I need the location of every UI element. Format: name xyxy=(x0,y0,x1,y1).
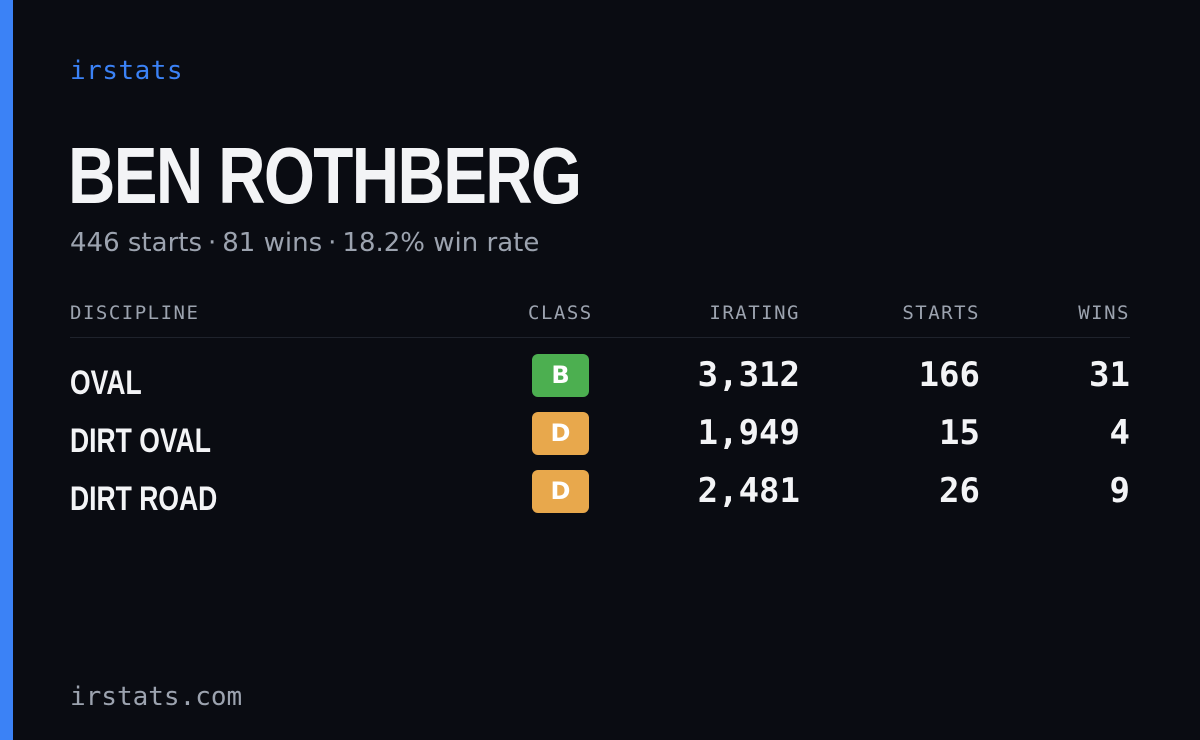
wins-value: 31 xyxy=(1089,355,1130,395)
discipline-name: DIRT ROAD xyxy=(70,480,218,518)
discipline-name: OVAL xyxy=(70,364,142,402)
summary-separator: · xyxy=(328,228,337,258)
starts-value: 26 xyxy=(939,471,980,511)
table-header: DISCIPLINE CLASS IRATING STARTS WINS xyxy=(70,298,1130,338)
brand-logo[interactable]: irstats xyxy=(70,56,184,86)
header-wins: WINS xyxy=(1078,302,1130,324)
header-irating: IRATING xyxy=(709,302,800,324)
accent-bar xyxy=(0,0,13,740)
header-starts: STARTS xyxy=(902,302,980,324)
discipline-name: DIRT OVAL xyxy=(70,422,211,460)
header-discipline: DISCIPLINE xyxy=(70,302,200,324)
wins-value: 9 xyxy=(1109,471,1130,511)
starts-value: 166 xyxy=(918,355,980,395)
class-badge: D xyxy=(532,412,589,455)
table-row: DIRT OVAL D 1,949 15 4 xyxy=(70,412,1130,470)
summary-separator: · xyxy=(208,228,217,258)
class-badge: B xyxy=(532,354,589,397)
footer-url[interactable]: irstats.com xyxy=(70,682,243,712)
class-badge: D xyxy=(532,470,589,513)
header-class: CLASS xyxy=(528,302,593,324)
table-row: OVAL B 3,312 166 31 xyxy=(70,354,1130,412)
irating-value: 3,312 xyxy=(697,355,800,395)
irating-value: 2,481 xyxy=(697,471,800,511)
summary-wins: 81 wins xyxy=(222,228,323,258)
driver-name: BEN ROTHBERG xyxy=(68,131,582,220)
table-body: OVAL B 3,312 166 31 DIRT OVAL D 1,949 15… xyxy=(70,354,1130,528)
discipline-table: DISCIPLINE CLASS IRATING STARTS WINS OVA… xyxy=(70,298,1130,528)
summary-win-rate: 18.2% win rate xyxy=(342,228,540,258)
table-row: DIRT ROAD D 2,481 26 9 xyxy=(70,470,1130,528)
wins-value: 4 xyxy=(1109,413,1130,453)
irating-value: 1,949 xyxy=(697,413,800,453)
summary-starts: 446 starts xyxy=(70,228,202,258)
starts-value: 15 xyxy=(939,413,980,453)
driver-summary: 446 starts · 81 wins · 18.2% win rate xyxy=(70,228,539,258)
